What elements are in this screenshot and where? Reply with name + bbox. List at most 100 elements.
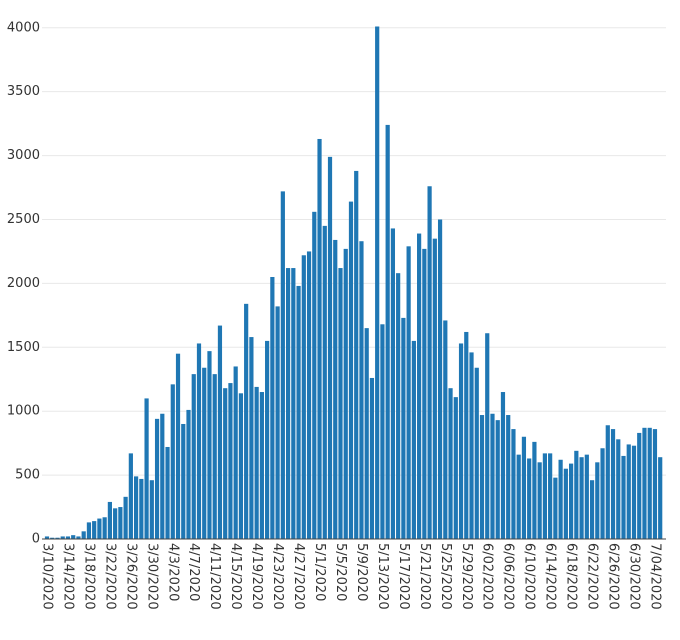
- bar: [186, 409, 191, 539]
- bar: [642, 427, 647, 539]
- x-tick-label: 5/25/2020: [438, 543, 453, 610]
- bar: [359, 241, 364, 539]
- bar: [223, 388, 228, 539]
- bar: [254, 386, 259, 539]
- bar: [626, 444, 631, 539]
- bar: [401, 317, 406, 539]
- x-tick-label: 5/17/2020: [396, 543, 411, 610]
- bar: [558, 459, 563, 539]
- bar: [605, 425, 610, 539]
- bar: [92, 521, 97, 539]
- bar: [600, 448, 605, 539]
- bar: [469, 352, 474, 539]
- bar: [249, 337, 254, 539]
- bar: [396, 273, 401, 539]
- bar: [107, 501, 112, 539]
- bar: [417, 233, 422, 540]
- bar: [375, 26, 380, 539]
- bar: [652, 429, 658, 539]
- bar: [280, 191, 285, 539]
- bar: [181, 423, 186, 539]
- bar: [212, 374, 217, 539]
- bar: [516, 454, 521, 539]
- bar: [579, 457, 584, 539]
- bar: [175, 353, 181, 539]
- bar: [485, 333, 490, 539]
- bar: [65, 536, 71, 539]
- x-tick-label: 5/9/2020: [354, 543, 369, 601]
- bar: [364, 328, 369, 539]
- bar: [139, 478, 144, 539]
- bar: [270, 277, 275, 539]
- bar: [113, 508, 118, 539]
- bar: [500, 392, 506, 539]
- x-tick-label: 3/10/2020: [40, 543, 55, 610]
- bar: [354, 170, 359, 540]
- x-tick-label: 3/26/2020: [123, 543, 138, 610]
- bar: [474, 367, 479, 539]
- bar: [76, 536, 81, 539]
- bar: [244, 303, 249, 539]
- bar: [191, 374, 196, 539]
- bar: [369, 377, 375, 539]
- bar: [574, 450, 579, 539]
- bar: [333, 239, 338, 539]
- bar: [637, 432, 642, 539]
- x-tick-label: 5/21/2020: [417, 543, 432, 610]
- bar: [411, 340, 416, 539]
- bar: [521, 436, 527, 539]
- bar: [154, 418, 160, 539]
- bar: [322, 225, 327, 539]
- x-tick-label: 6/10/2020: [522, 543, 537, 610]
- bar: [631, 445, 637, 539]
- bar: [71, 535, 76, 539]
- x-tick-label: 7/04/2020: [647, 543, 662, 610]
- bar: [380, 324, 385, 539]
- bar: [621, 455, 626, 539]
- bar: [453, 397, 458, 539]
- bar: [616, 439, 621, 539]
- bar: [458, 343, 464, 539]
- bar: [81, 531, 86, 539]
- bar: [542, 453, 547, 539]
- bar: [511, 429, 516, 539]
- bar: [55, 537, 60, 539]
- bar: [301, 255, 306, 539]
- bar: [527, 458, 532, 539]
- x-tick-label: 6/18/2020: [564, 543, 579, 610]
- x-tick-label: 3/18/2020: [81, 543, 96, 610]
- bar: [238, 393, 244, 539]
- bar: [196, 343, 202, 539]
- bar: [647, 427, 652, 539]
- bar: [422, 248, 427, 539]
- bar: [118, 507, 123, 539]
- x-tick-label: 5/13/2020: [375, 543, 390, 610]
- y-tick-label: 500: [15, 468, 40, 483]
- x-tick-label: 6/26/2020: [606, 543, 621, 610]
- bar: [448, 388, 453, 539]
- bar: [170, 384, 175, 539]
- bar: [296, 285, 301, 539]
- bar: [317, 138, 322, 539]
- bar: [327, 156, 333, 540]
- x-tick-label: 3/22/2020: [102, 543, 117, 610]
- bar: [275, 306, 280, 539]
- bar: [532, 441, 537, 539]
- bar: [464, 331, 469, 539]
- bar: [569, 463, 574, 539]
- x-tick-label: 6/06/2020: [501, 543, 516, 610]
- x-tick-label: 4/7/2020: [186, 543, 201, 601]
- bar: [133, 476, 139, 539]
- bar: [390, 228, 396, 539]
- x-tick-label: 4/11/2020: [207, 543, 222, 610]
- x-tick-label: 4/3/2020: [165, 543, 180, 601]
- bar: [490, 413, 495, 539]
- bar: [563, 468, 568, 539]
- bar: [228, 383, 233, 539]
- x-tick-label: 6/30/2020: [626, 543, 641, 610]
- bar: [291, 268, 296, 539]
- x-tick-label: 4/23/2020: [270, 543, 285, 610]
- x-tick-label: 6/02/2020: [480, 543, 495, 610]
- bar: [128, 453, 133, 539]
